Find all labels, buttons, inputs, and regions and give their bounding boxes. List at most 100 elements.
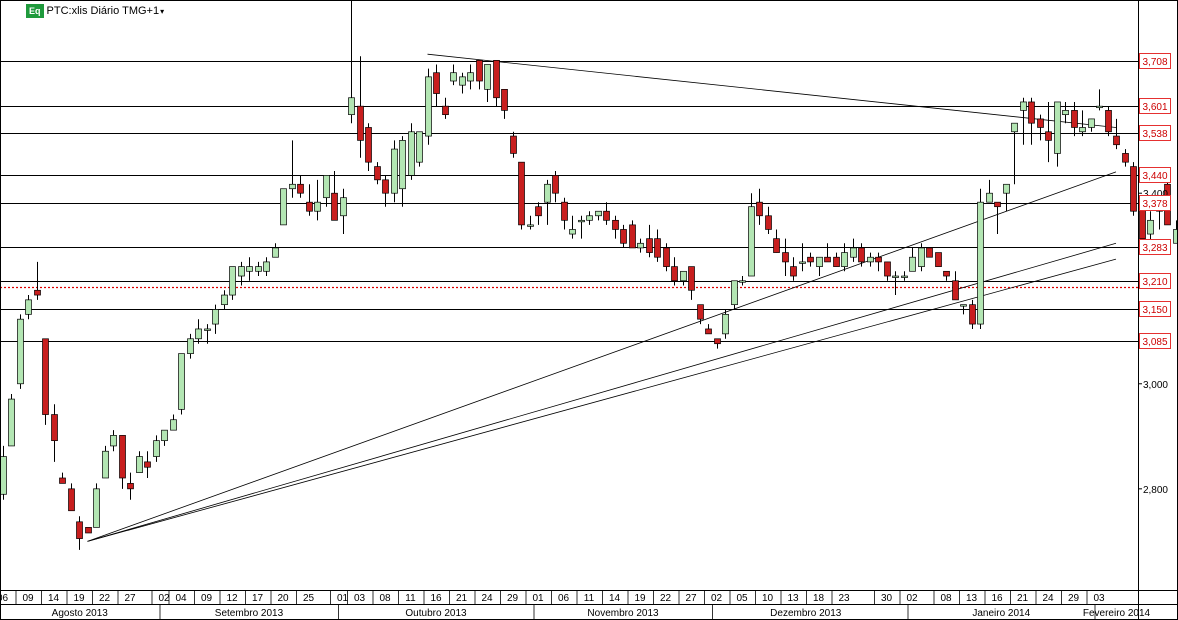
candle-down[interactable] bbox=[518, 161, 525, 226]
candle-up[interactable] bbox=[680, 270, 687, 282]
candle-up[interactable] bbox=[136, 456, 143, 473]
candle-up[interactable] bbox=[901, 275, 908, 278]
trendline-3[interactable] bbox=[427, 53, 1117, 128]
candle-up[interactable] bbox=[110, 435, 117, 447]
candle-up[interactable] bbox=[314, 201, 321, 212]
candle-down[interactable] bbox=[688, 266, 695, 291]
candle-down[interactable] bbox=[603, 210, 610, 221]
candle-up[interactable] bbox=[527, 224, 534, 227]
candle-up[interactable] bbox=[1003, 183, 1010, 194]
candle-down[interactable] bbox=[1037, 118, 1044, 128]
candle-up[interactable] bbox=[348, 97, 355, 116]
candle-down[interactable] bbox=[620, 229, 627, 244]
chevron-down-icon[interactable]: ▾ bbox=[160, 6, 165, 16]
candle-up[interactable] bbox=[850, 247, 857, 258]
candle-down[interactable] bbox=[654, 238, 661, 258]
candle-down[interactable] bbox=[935, 252, 942, 267]
candle-down[interactable] bbox=[1122, 153, 1129, 163]
candle-down[interactable] bbox=[969, 304, 976, 325]
candle-up[interactable] bbox=[204, 328, 211, 331]
candle-up[interactable] bbox=[799, 261, 806, 264]
candle-up[interactable] bbox=[340, 197, 347, 217]
candle-up[interactable] bbox=[212, 309, 219, 325]
candle-up[interactable] bbox=[170, 419, 177, 431]
candle-down[interactable] bbox=[875, 256, 882, 263]
candle-down[interactable] bbox=[994, 201, 1001, 208]
candle-up[interactable] bbox=[425, 76, 432, 137]
candle-up[interactable] bbox=[867, 256, 874, 263]
level-label-box[interactable] bbox=[1139, 125, 1171, 141]
candle-down[interactable] bbox=[331, 192, 338, 221]
candle-up[interactable] bbox=[289, 183, 296, 190]
candle-down[interactable] bbox=[144, 461, 151, 468]
candle-down[interactable] bbox=[773, 238, 780, 253]
level-label-box[interactable] bbox=[1139, 167, 1171, 183]
candle-up[interactable] bbox=[272, 247, 279, 258]
candle-up[interactable] bbox=[399, 140, 406, 190]
candle-up[interactable] bbox=[1173, 229, 1178, 244]
candle-down[interactable] bbox=[646, 238, 653, 253]
candle-down[interactable] bbox=[705, 328, 712, 335]
candle-up[interactable] bbox=[0, 456, 7, 495]
candle-up[interactable] bbox=[391, 148, 398, 194]
candle-up[interactable] bbox=[195, 328, 202, 340]
candle-up[interactable] bbox=[450, 72, 457, 82]
candle-down[interactable] bbox=[671, 266, 678, 282]
candle-up[interactable] bbox=[93, 488, 100, 528]
candle-up[interactable] bbox=[1096, 105, 1103, 109]
candle-up[interactable] bbox=[1079, 127, 1086, 133]
candle-up[interactable] bbox=[909, 256, 916, 272]
candle-down[interactable] bbox=[59, 477, 66, 484]
candle-up[interactable] bbox=[841, 252, 848, 267]
candle-down[interactable] bbox=[782, 252, 789, 263]
level-label-box[interactable] bbox=[1139, 239, 1171, 255]
candle-up[interactable] bbox=[178, 353, 185, 410]
candle-down[interactable] bbox=[1071, 110, 1078, 128]
candle-down[interactable] bbox=[34, 289, 41, 296]
candle-up[interactable] bbox=[221, 294, 228, 306]
candle-up[interactable] bbox=[8, 398, 15, 447]
candle-up[interactable] bbox=[892, 275, 899, 278]
candle-up[interactable] bbox=[484, 64, 491, 90]
candle-down[interactable] bbox=[552, 175, 559, 194]
candle-down[interactable] bbox=[1113, 135, 1120, 146]
candle-up[interactable] bbox=[416, 131, 423, 163]
symbol-label[interactable]: PTC:xlis Diário TMG+1 bbox=[46, 5, 160, 17]
candle-down[interactable] bbox=[382, 179, 389, 194]
candle-down[interactable] bbox=[1130, 166, 1137, 212]
candle-up[interactable] bbox=[977, 201, 984, 325]
candle-down[interactable] bbox=[374, 166, 381, 181]
candle-up[interactable] bbox=[544, 183, 551, 203]
candle-down[interactable] bbox=[365, 127, 372, 163]
level-label-box[interactable] bbox=[1139, 273, 1171, 289]
candle-down[interactable] bbox=[85, 527, 92, 534]
candle-up[interactable] bbox=[229, 266, 236, 296]
candle-up[interactable] bbox=[459, 76, 466, 86]
candle-up[interactable] bbox=[238, 266, 245, 277]
candle-down[interactable] bbox=[510, 135, 517, 154]
candle-down[interactable] bbox=[714, 338, 721, 345]
candle-up[interactable] bbox=[731, 280, 738, 306]
candle-down[interactable] bbox=[51, 414, 58, 442]
candle-up[interactable] bbox=[595, 210, 602, 217]
candle-down[interactable] bbox=[535, 206, 542, 217]
candle-down[interactable] bbox=[858, 247, 865, 263]
candle-up[interactable] bbox=[586, 215, 593, 221]
candle-up[interactable] bbox=[986, 192, 993, 203]
candle-down[interactable] bbox=[824, 256, 831, 263]
candle-up[interactable] bbox=[246, 266, 253, 272]
level-label-box[interactable] bbox=[1139, 301, 1171, 317]
candle-down[interactable] bbox=[476, 59, 483, 82]
level-label-box[interactable] bbox=[1139, 333, 1171, 349]
candle-down[interactable] bbox=[442, 105, 449, 116]
candle-up[interactable] bbox=[722, 313, 729, 335]
candle-down[interactable] bbox=[926, 247, 933, 258]
candle-up[interactable] bbox=[1011, 122, 1018, 133]
trendline-0[interactable] bbox=[87, 171, 1117, 542]
candle-up[interactable] bbox=[102, 450, 109, 479]
candle-up[interactable] bbox=[161, 429, 168, 442]
candle-down[interactable] bbox=[943, 270, 950, 277]
candle-up[interactable] bbox=[739, 280, 746, 283]
candle-down[interactable] bbox=[884, 261, 891, 277]
